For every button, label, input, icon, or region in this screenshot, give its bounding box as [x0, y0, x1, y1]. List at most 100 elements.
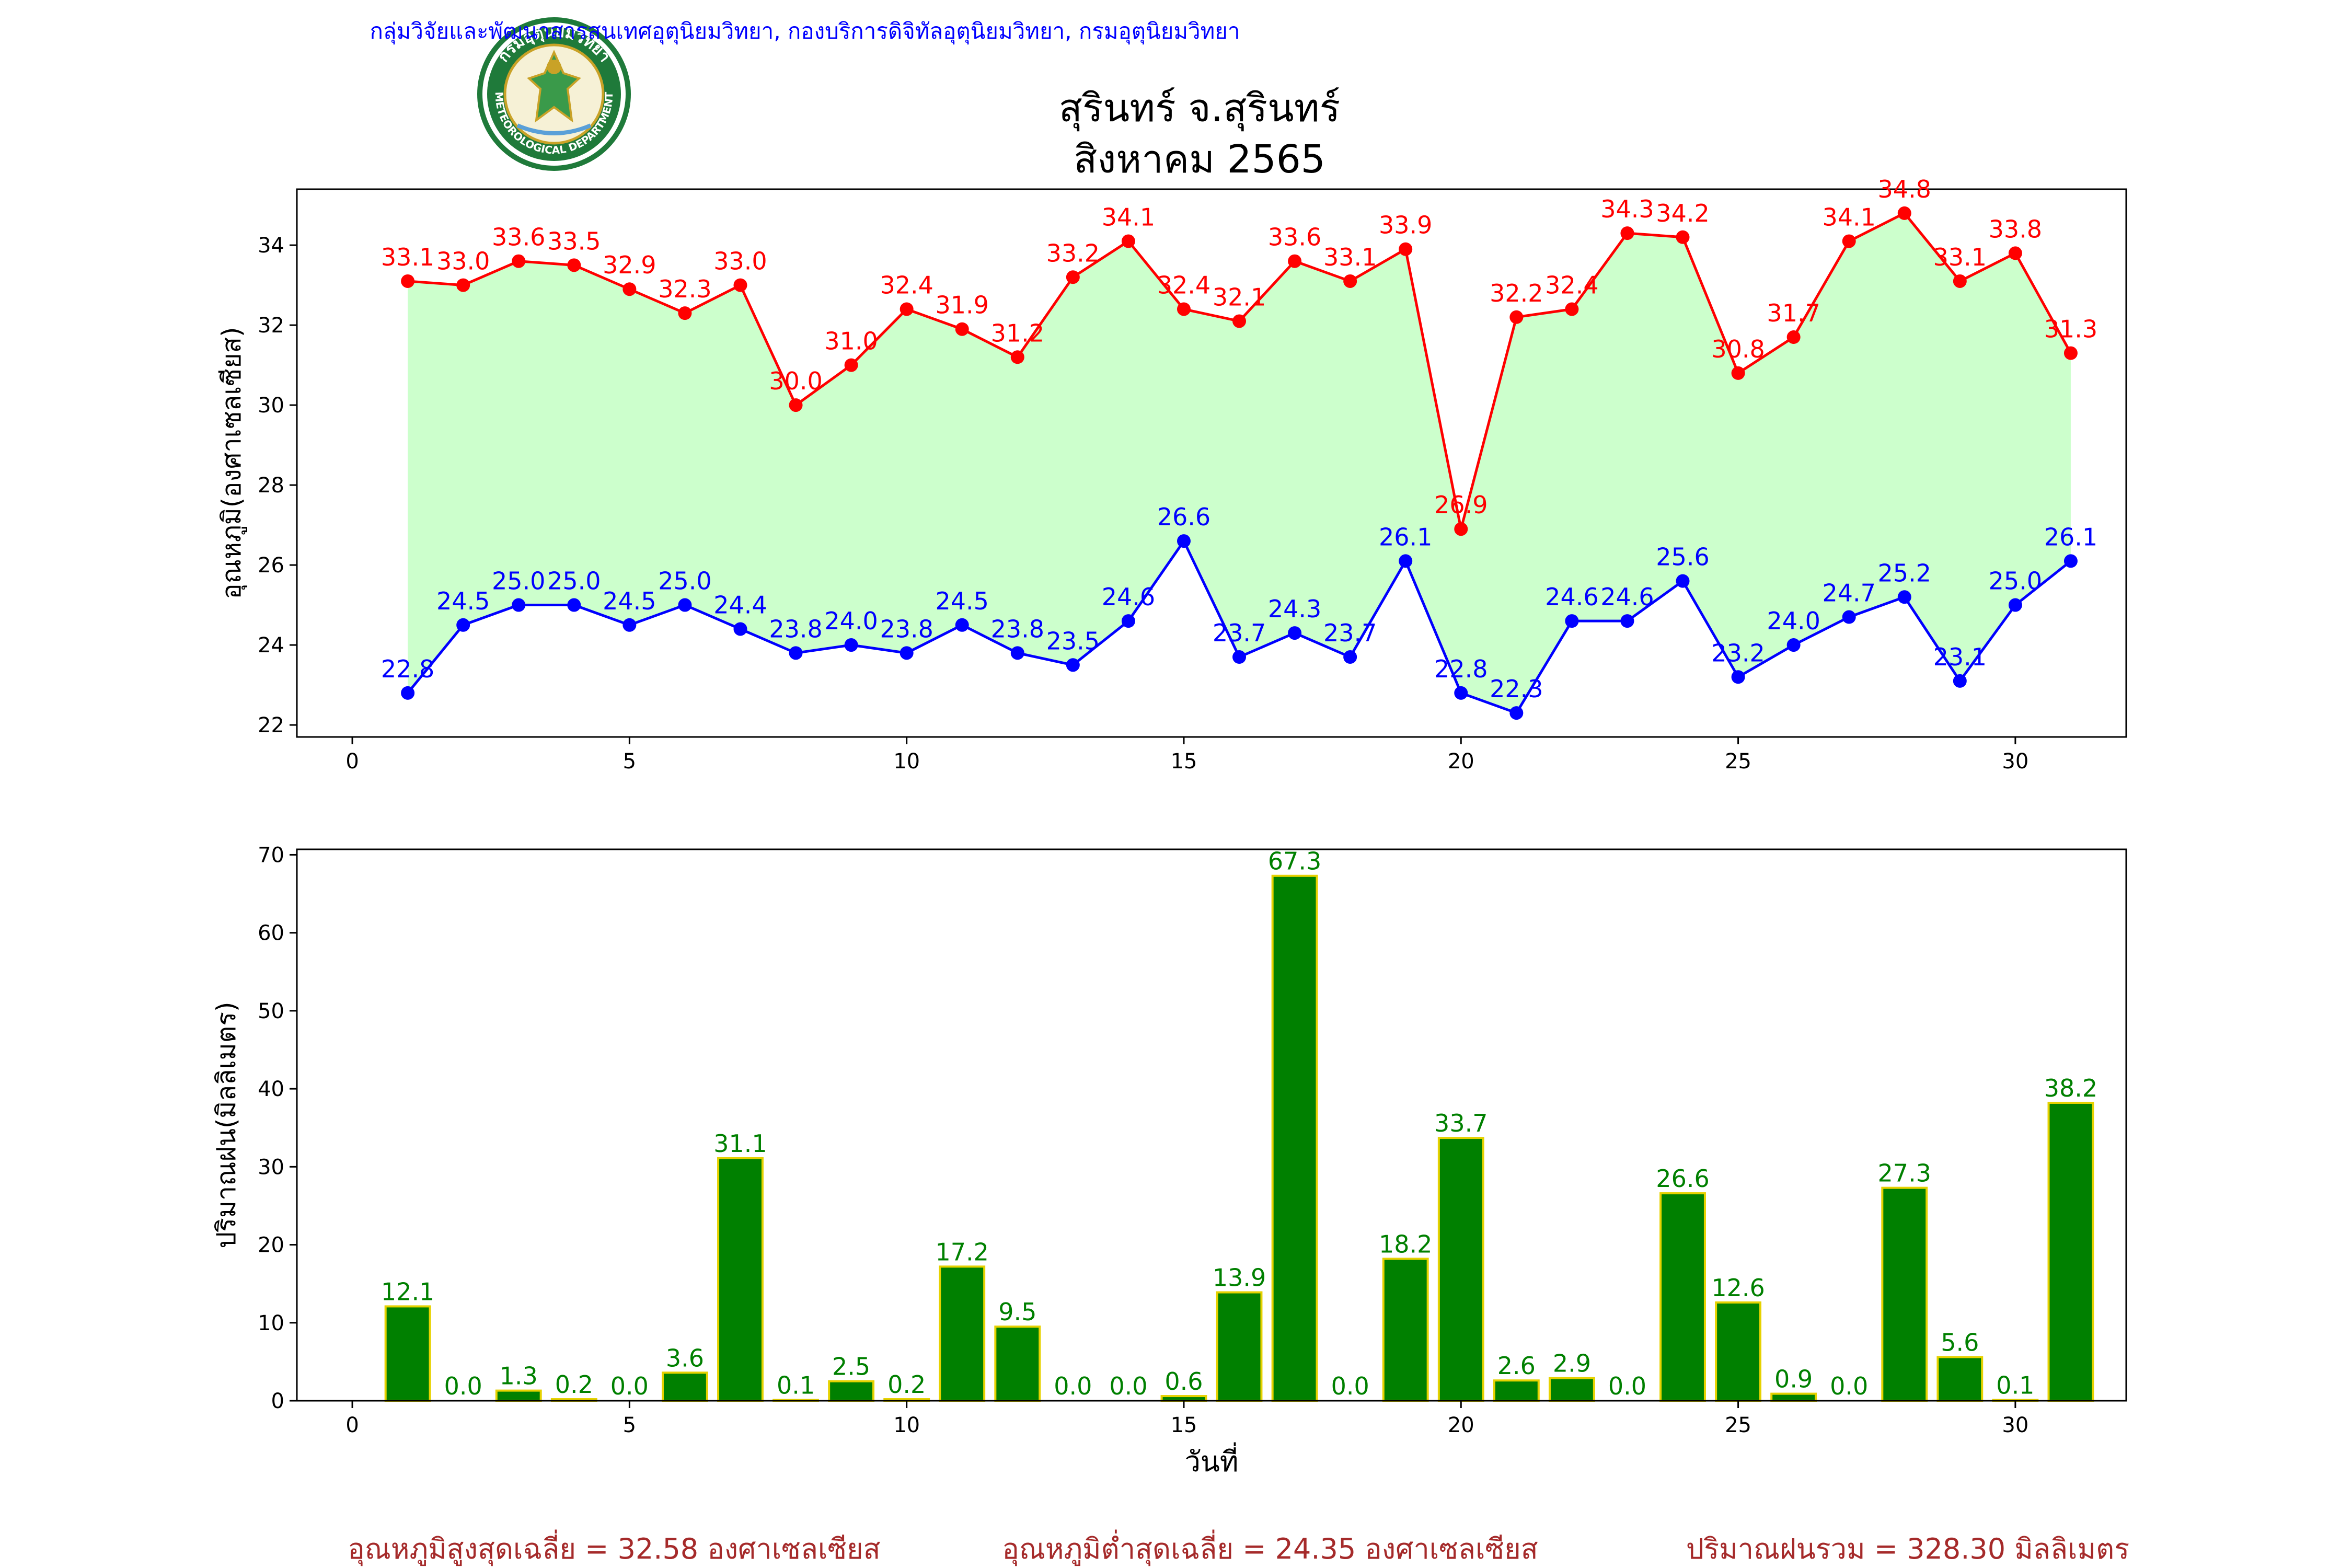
tmin-point — [1620, 614, 1634, 628]
tmin-data-label: 25.6 — [1656, 543, 1709, 571]
tmax-data-label: 32.4 — [880, 271, 933, 299]
tmax-point — [1620, 226, 1634, 240]
rain-bar — [1659, 1192, 1706, 1402]
tmin-data-label: 24.5 — [436, 587, 490, 615]
temp-xtick-label: 30 — [2002, 750, 2028, 774]
rain-bar — [1548, 1377, 1595, 1402]
rain-bar — [1271, 874, 1318, 1402]
rain-bar — [1382, 1258, 1429, 1402]
tmin-point — [900, 646, 914, 660]
rain-bar — [662, 1371, 708, 1402]
tmax-point — [1177, 302, 1191, 316]
tmax-data-label: 32.4 — [1545, 271, 1598, 299]
rain-data-label: 9.5 — [998, 1298, 1036, 1326]
rainfall-plot: 12.1 0.0 1.3 0.2 0.0 3.6 31.1 0.1 2.5 0.2 17.2 9.5 0… — [211, 843, 2127, 1478]
tmin-point — [1177, 534, 1191, 548]
tmax-point — [955, 322, 969, 336]
rain-xtick-label: 10 — [893, 1413, 920, 1437]
tmax-data-label: 33.8 — [1989, 215, 2042, 243]
tmin-data-label: 22.8 — [1434, 655, 1488, 683]
tmin-data-label: 23.7 — [1213, 619, 1266, 647]
rain-data-label: 13.9 — [1213, 1264, 1266, 1292]
tmax-data-label: 34.1 — [1822, 203, 1875, 231]
tmin-point — [456, 618, 470, 632]
rain-data-label: 0.2 — [555, 1370, 593, 1399]
tmin-point — [1676, 574, 1690, 588]
tmin-point — [1232, 650, 1247, 664]
tmax-data-label: 32.4 — [1157, 271, 1210, 299]
tmax-point — [1731, 366, 1745, 380]
temp-ytick-label: 22 — [258, 713, 284, 737]
tmax-point — [456, 278, 470, 292]
chart-title-month: สิงหาคม 2565 — [1074, 137, 1325, 182]
rain-data-label: 0.0 — [1331, 1372, 1369, 1400]
tmin-point — [2063, 554, 2078, 568]
tmin-point — [1897, 590, 1911, 604]
rain-ytick-label: 50 — [258, 999, 284, 1023]
tmin-point — [733, 622, 747, 636]
tmax-data-label: 33.6 — [1268, 223, 1321, 251]
tmin-data-label: 23.8 — [769, 615, 822, 643]
temp-ytick-label: 26 — [258, 554, 284, 578]
tmax-data-label: 33.1 — [1323, 243, 1377, 271]
rain-data-label: 2.6 — [1497, 1352, 1536, 1380]
rain-bar — [939, 1265, 986, 1402]
tmin-point — [1953, 674, 1967, 688]
rain-bar — [828, 1380, 875, 1402]
rain-data-label: 1.3 — [500, 1362, 538, 1390]
tmax-point — [1676, 230, 1690, 244]
tmin-point — [1454, 686, 1468, 700]
tmin-point — [844, 638, 858, 652]
tmin-data-label: 25.0 — [658, 567, 711, 595]
rain-data-label: 2.9 — [1553, 1350, 1591, 1378]
tmax-data-label: 31.0 — [824, 327, 878, 355]
tmax-point — [1454, 522, 1468, 536]
tmax-data-label: 32.9 — [603, 251, 656, 279]
rain-ytick-label: 0 — [271, 1389, 284, 1413]
tmax-data-label: 34.3 — [1600, 195, 1654, 223]
tmax-data-label: 34.8 — [1878, 175, 1931, 203]
tmax-point — [900, 302, 914, 316]
temp-ytick-label: 24 — [258, 633, 284, 658]
rain-data-label: 0.0 — [1608, 1372, 1646, 1400]
tmin-data-label: 23.1 — [1933, 643, 1987, 671]
tmax-point — [622, 282, 637, 296]
tmax-point — [1343, 274, 1357, 288]
tmin-point — [955, 618, 969, 632]
rain-data-label: 0.9 — [1774, 1365, 1813, 1393]
tmin-data-label: 22.3 — [1490, 675, 1543, 703]
tmin-data-label: 24.0 — [824, 607, 878, 635]
rain-ytick-label: 20 — [258, 1233, 284, 1258]
tmin-data-label: 23.8 — [880, 615, 933, 643]
temp-ytick-label: 28 — [258, 474, 284, 498]
tmax-data-label: 32.1 — [1213, 283, 1266, 311]
rain-bar — [1881, 1186, 1928, 1402]
rain-data-label: 0.0 — [1109, 1372, 1147, 1400]
rain-ytick-label: 70 — [258, 843, 284, 867]
tmin-data-label: 24.5 — [603, 587, 656, 615]
tmax-point — [844, 358, 858, 372]
temp-xtick-label: 0 — [345, 750, 359, 774]
rain-data-label: 26.6 — [1656, 1165, 1709, 1193]
rain-bar — [1770, 1392, 1817, 1402]
tmax-data-label: 32.3 — [658, 275, 711, 303]
temp-xtick-label: 5 — [623, 750, 636, 774]
tmin-point — [1786, 638, 1801, 652]
tmax-data-label: 33.2 — [1046, 239, 1100, 267]
tmax-point — [1897, 206, 1911, 220]
tmax-data-label: 33.6 — [492, 223, 545, 251]
tmin-data-label: 26.1 — [2044, 523, 2097, 551]
temp-xtick-label: 25 — [1725, 750, 1751, 774]
rain-data-label: 0.6 — [1165, 1367, 1203, 1396]
meteorological-department-logo: กรมอุตุนิยมวิทยา METEOROLOGICAL DEPARTME… — [477, 17, 631, 171]
tmax-data-label: 26.9 — [1434, 491, 1488, 519]
rain-bar — [994, 1325, 1041, 1402]
temp-frame — [296, 188, 2127, 738]
tmin-point — [1288, 626, 1302, 640]
temp-xtick-label: 20 — [1448, 750, 1474, 774]
tmin-data-label: 24.6 — [1600, 583, 1654, 611]
tmax-point — [1399, 242, 1413, 256]
rain-xtick-label: 30 — [2002, 1413, 2028, 1437]
